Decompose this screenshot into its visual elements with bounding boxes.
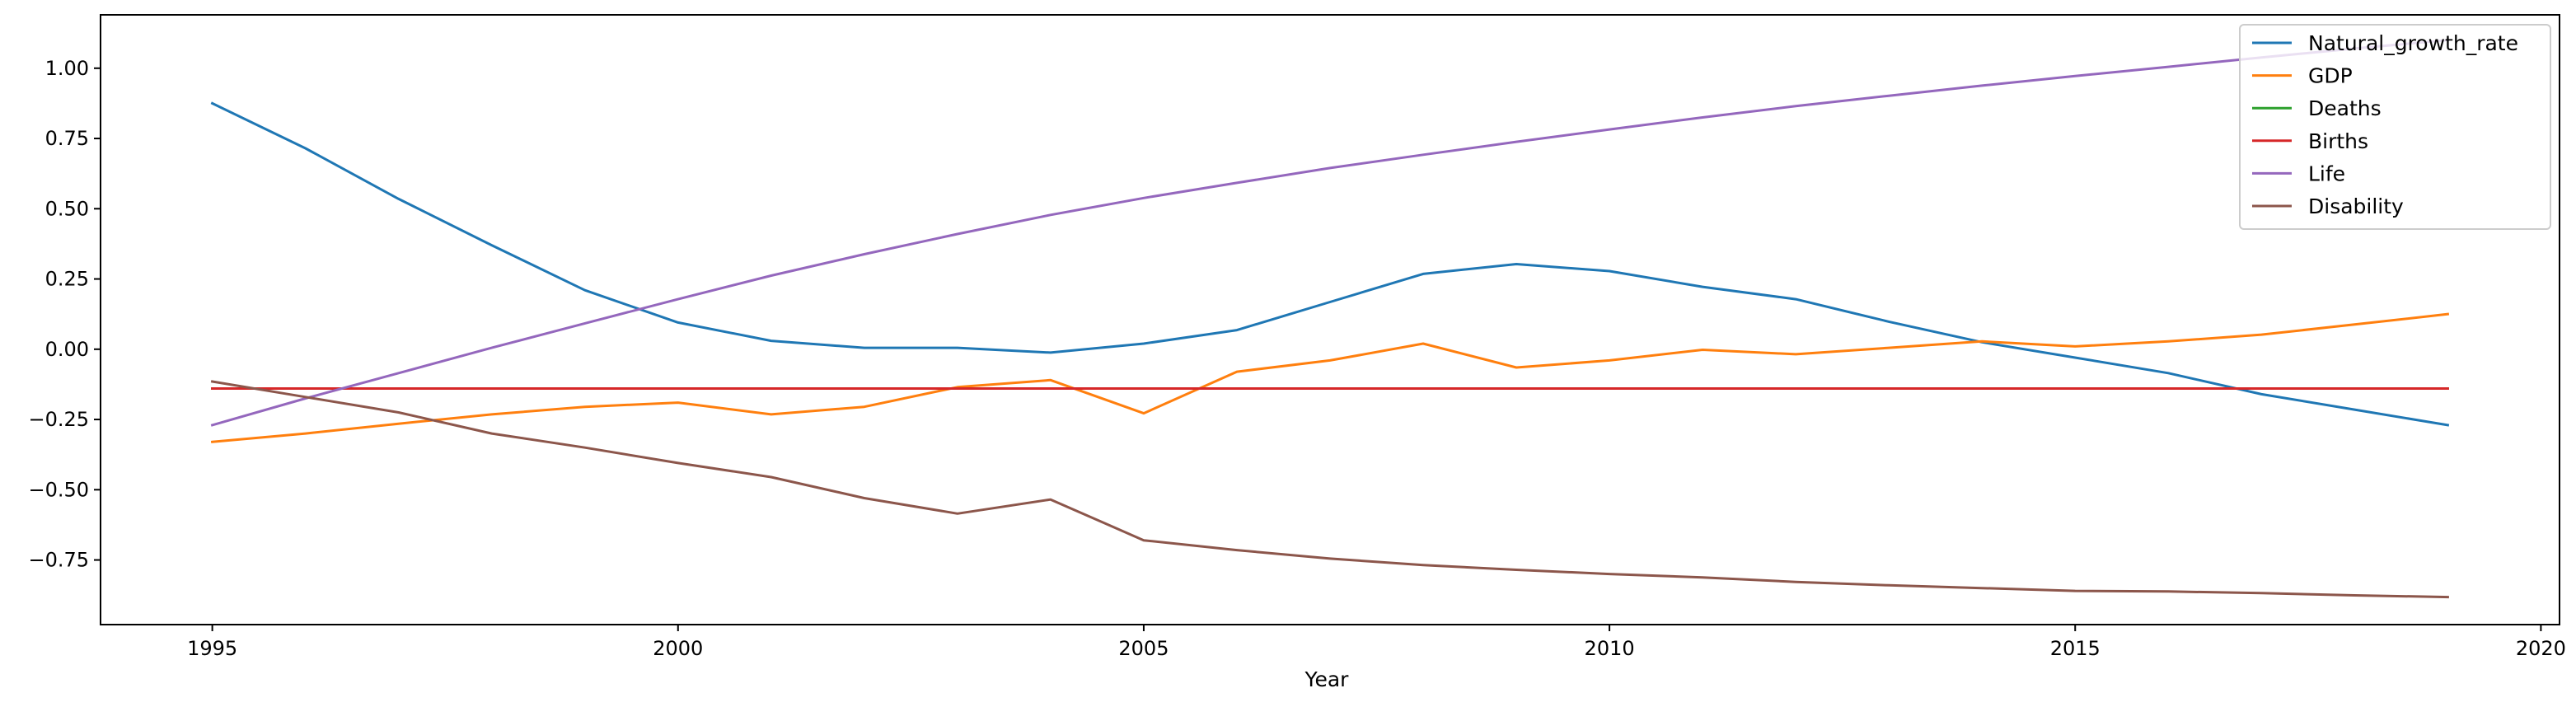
y-tick-label: 0.00 [45,338,89,361]
x-axis-title: Year [1304,667,1350,691]
x-tick-label: 2015 [2050,637,2101,660]
series-line-natural-growth-rate [210,101,2450,427]
plot-frame [100,14,2560,625]
y-tick-label: −0.25 [28,408,89,431]
y-tick-label: −0.50 [28,478,89,501]
y-tick-label: 0.50 [45,197,89,220]
legend-label-disability: Disability [2308,194,2404,218]
legend: Natural_growth_rate GDP Deaths Births Life Di… [2239,24,2551,230]
legend-entries: Natural_growth_rate GDP Deaths Births Life Di… [2252,31,2518,218]
x-tick-label: 2020 [2516,637,2566,660]
y-tick-label: 1.00 [45,57,89,80]
legend-label-deaths: Deaths [2308,96,2382,120]
x-tick-label: 2005 [1118,637,1169,660]
legend-label-life: Life [2308,162,2345,185]
series-line-life [210,39,2450,427]
y-axis-ticks: 1.00 0.75 0.50 0.25 0.00 −0.25 −0.50 −0.75 [28,57,101,572]
x-axis-ticks: 1995 2000 2005 2010 2015 2020 [187,625,2566,660]
legend-label-natural-growth-rate: Natural_growth_rate [2308,31,2518,55]
legend-label-gdp: GDP [2308,64,2353,88]
x-tick-label: 1995 [187,637,237,660]
legend-label-births: Births [2308,129,2368,153]
y-tick-label: −0.75 [28,549,89,572]
y-tick-label: 0.25 [45,268,89,291]
y-tick-label: 0.75 [45,127,89,150]
legend-box [2239,24,2551,230]
x-tick-label: 2000 [653,637,703,660]
series-layer [210,39,2450,599]
x-tick-label: 2010 [1585,637,1635,660]
series-line-gdp [210,312,2450,443]
series-line-disability [210,380,2449,599]
